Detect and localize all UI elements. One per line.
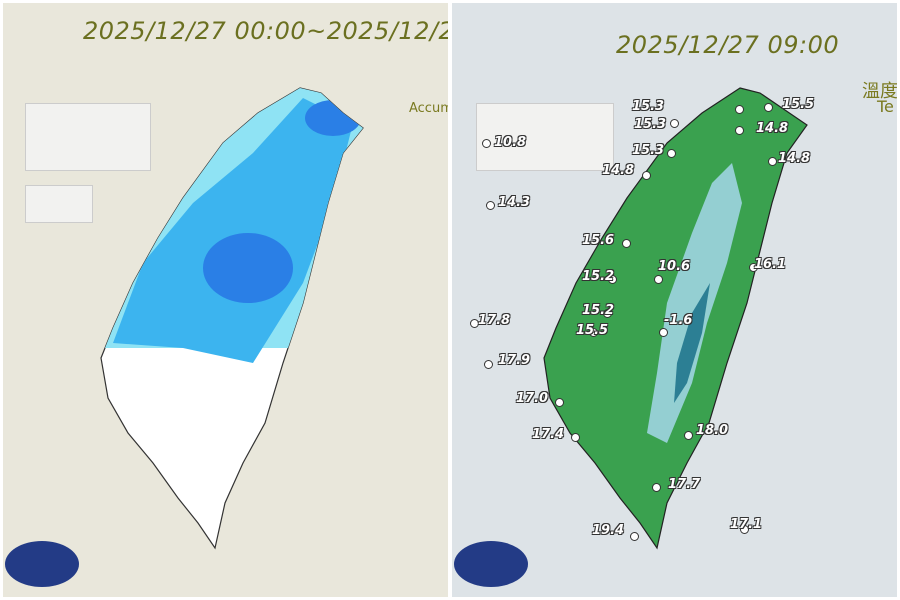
station-temperature-label: 14.8	[778, 151, 811, 166]
station-temperature-label: 15.5	[782, 97, 815, 112]
station-temperature-label: 17.4	[532, 427, 565, 442]
snow-zone-dark-ne	[305, 100, 361, 136]
penghu-inset	[25, 103, 151, 171]
accumulation-period-title: 2025/12/27 00:00~2025/12/27 0	[83, 17, 448, 45]
station-marker	[470, 319, 479, 328]
station-temperature-label: 15.2	[582, 269, 615, 284]
station-temperature-label: 17.9	[498, 353, 531, 368]
station-marker	[764, 103, 773, 112]
legend-label-zh: 溫度	[862, 81, 897, 102]
snow-zone-dark	[203, 233, 293, 303]
station-temperature-label: 15.5	[576, 323, 609, 338]
station-marker	[735, 126, 744, 135]
station-marker	[749, 263, 758, 272]
station-temperature-label: 15.3	[632, 99, 665, 114]
station-marker	[652, 483, 661, 492]
station-temperature-label: 15.2	[582, 303, 615, 318]
station-marker	[622, 239, 631, 248]
kinmen-inset	[25, 185, 93, 223]
station-temperature-label: 19.4	[592, 523, 625, 538]
legend-label: Accumu	[409, 101, 448, 116]
left-map-panel: 2025/12/27 00:00~2025/12/27 0 Accumu	[3, 3, 448, 597]
station-marker	[740, 525, 749, 534]
penghu-inset	[476, 103, 614, 171]
station-marker	[684, 431, 693, 440]
station-marker	[555, 398, 564, 407]
legend-label-en: Te	[877, 97, 894, 116]
taiwan-temperature-map	[543, 87, 808, 550]
snow-zone-mid	[113, 98, 353, 363]
high-peaks	[674, 283, 710, 403]
station-temperature-label: 16.1	[754, 257, 787, 272]
station-marker	[603, 309, 612, 318]
station-temperature-label: 14.3	[498, 195, 531, 210]
station-temperature-label: -1.6	[664, 313, 693, 328]
station-marker	[589, 328, 598, 337]
station-marker	[608, 275, 617, 284]
station-temperature-label: 17.0	[516, 391, 549, 406]
station-marker	[484, 360, 493, 369]
observation-time-title: 2025/12/27 09:00	[616, 31, 840, 59]
station-marker	[482, 139, 491, 148]
station-marker	[670, 119, 679, 128]
station-marker	[667, 149, 676, 158]
station-marker	[571, 433, 580, 442]
station-marker	[654, 275, 663, 284]
station-marker	[768, 157, 777, 166]
cwa-logo	[5, 541, 79, 587]
station-temperature-label: 17.1	[730, 517, 763, 532]
station-temperature-label: 17.7	[668, 477, 701, 492]
station-temperature-label: 10.8	[494, 135, 527, 150]
station-temperature-label: 14.8	[602, 163, 635, 178]
right-map-panel: 2025/12/27 09:00 溫度 Te 15.3 15.5 14.8 15.3 1…	[452, 3, 897, 597]
station-temperature-label: 14.8	[756, 121, 789, 136]
station-temperature-label: 17.8	[478, 313, 511, 328]
station-temperature-label: 15.3	[632, 143, 665, 158]
station-marker	[486, 201, 495, 210]
station-marker	[659, 328, 668, 337]
station-marker	[642, 171, 651, 180]
taiwan-accumulation-map	[100, 87, 364, 550]
station-temperature-label: 15.6	[582, 233, 615, 248]
station-marker	[735, 105, 744, 114]
cwa-logo	[454, 541, 528, 587]
central-mountain-range	[647, 163, 742, 443]
station-temperature-label: 18.0	[696, 423, 729, 438]
station-temperature-label: 10.6	[658, 259, 691, 274]
station-marker	[630, 532, 639, 541]
station-temperature-label: 15.3	[634, 117, 667, 132]
